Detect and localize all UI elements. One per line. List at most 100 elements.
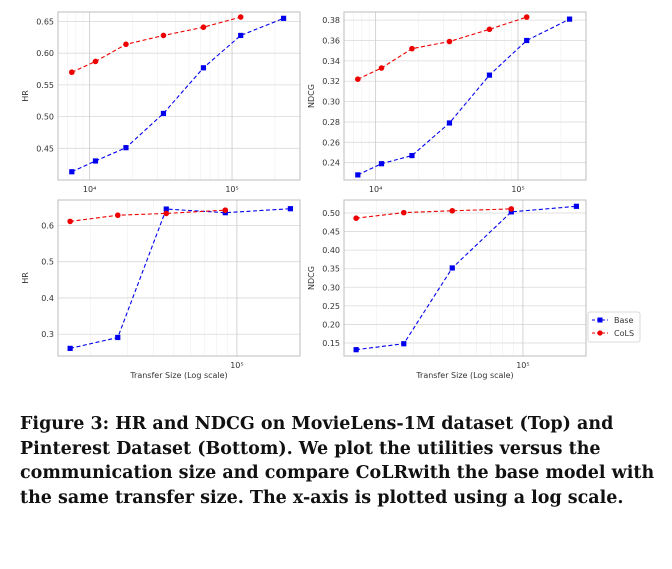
- data-point-base: [573, 203, 580, 209]
- chart-panel-3: 0.3 0.4 0.5 0.6 10⁵ HR Transfer Size (Log scal…: [21, 199, 301, 380]
- data-point-base: [123, 145, 129, 151]
- y-axis-label: NDCG: [307, 84, 316, 108]
- legend-marker-cols: [597, 330, 603, 336]
- data-point-cols: [237, 14, 244, 20]
- data-point-base: [409, 152, 415, 159]
- y-tick-label: 0.25: [322, 302, 340, 311]
- data-point-cols: [449, 207, 456, 214]
- legend: Base CoLS: [587, 311, 641, 343]
- y-tick-label: 0.30: [322, 283, 340, 292]
- data-point-base: [67, 345, 73, 351]
- data-point-cols: [486, 26, 493, 33]
- data-point-base: [524, 37, 530, 44]
- y-tick-label: 0.24: [322, 159, 340, 168]
- data-point-base: [378, 161, 385, 167]
- chart-panel-1: 0.45 0.50 0.55 0.60 0.65 10⁴ 10⁵ HR: [21, 11, 301, 194]
- y-tick-label: 0.15: [322, 339, 340, 348]
- chart-panel-4: 0.15 0.20 0.25 0.30 0.35 0.40 0.45 0.50 10⁵ NDCG T…: [307, 199, 587, 380]
- y-tick-label: 0.50: [36, 113, 54, 122]
- data-point-cols: [378, 65, 385, 71]
- data-point-base: [115, 334, 121, 341]
- data-point-cols: [400, 209, 407, 216]
- y-tick-label: 0.28: [322, 118, 340, 127]
- y-tick-label: 0.34: [322, 57, 340, 66]
- y-axis-label: HR: [21, 90, 30, 102]
- data-point-base: [353, 347, 359, 353]
- y-tick-label: 0.65: [36, 18, 54, 27]
- y-tick-label: 0.3: [41, 330, 54, 339]
- data-point-cols: [353, 215, 359, 221]
- figure-panels: 0.45 0.50 0.55 0.60 0.65 10⁴ 10⁵ HR 0.24 0.26 0.28…: [21, 11, 641, 380]
- x-tick-label: 10⁵: [516, 361, 529, 370]
- plot-frame: [343, 199, 587, 357]
- series-line-base: [70, 208, 291, 349]
- data-point-base: [287, 206, 294, 212]
- data-point-cols: [163, 210, 170, 217]
- y-tick-label: 0.45: [322, 228, 340, 237]
- data-point-cols: [446, 38, 453, 45]
- data-point-cols: [160, 32, 167, 39]
- data-point-cols: [200, 24, 207, 31]
- y-tick-label: 0.4: [41, 294, 54, 303]
- plot-frame: [57, 199, 301, 357]
- y-tick-label: 0.55: [36, 81, 54, 90]
- data-point-base: [280, 15, 287, 21]
- y-axis-label: NDCG: [307, 266, 316, 290]
- legend-marker-base: [597, 317, 603, 323]
- data-point-base: [401, 341, 407, 347]
- figure-caption: Figure 3: HR and NDCG on MovieLens-1M da…: [20, 414, 655, 508]
- data-point-base: [355, 172, 361, 178]
- data-point-cols: [355, 76, 361, 82]
- data-point-cols: [508, 206, 515, 212]
- series-line-cols: [356, 208, 512, 219]
- data-point-cols: [69, 69, 75, 76]
- data-point-cols: [409, 45, 415, 52]
- x-tick-label: 10⁴: [83, 185, 96, 194]
- series-line-cols: [357, 16, 527, 80]
- series-line-base: [356, 205, 577, 351]
- y-tick-label: 0.45: [36, 144, 54, 153]
- y-axis-label: HR: [21, 272, 30, 284]
- data-point-base: [486, 72, 493, 78]
- series-line-base: [71, 17, 284, 173]
- legend-label-cols: CoLS: [614, 329, 634, 338]
- chart-panel-2: 0.24 0.26 0.28 0.30 0.32 0.34 0.36 0.38 10⁴ 10⁵ ND…: [307, 11, 587, 194]
- y-tick-label: 0.6: [41, 221, 54, 230]
- x-tick-label: 10⁵: [225, 185, 238, 194]
- y-tick-label: 0.35: [322, 265, 340, 274]
- legend-label-base: Base: [614, 316, 634, 325]
- data-point-base: [163, 206, 169, 212]
- data-point-cols: [67, 218, 73, 225]
- y-tick-label: 0.60: [36, 49, 54, 58]
- y-tick-label: 0.36: [322, 37, 340, 46]
- data-point-base: [449, 265, 455, 271]
- data-point-cols: [123, 41, 129, 48]
- data-point-base: [200, 65, 207, 71]
- data-point-base: [92, 158, 99, 164]
- series-line-base: [357, 18, 570, 176]
- data-point-cols: [222, 207, 229, 213]
- series-line-cols: [71, 16, 241, 73]
- y-tick-label: 0.32: [322, 77, 340, 86]
- data-point-base: [566, 16, 573, 22]
- y-tick-label: 0.20: [322, 320, 340, 329]
- data-point-cols: [92, 58, 99, 65]
- data-point-cols: [114, 212, 121, 219]
- data-point-base: [160, 110, 167, 117]
- y-tick-label: 0.30: [322, 98, 340, 107]
- plot-frame: [343, 11, 587, 181]
- y-tick-label: 0.26: [322, 138, 340, 147]
- x-axis-label: Transfer Size (Log scale): [129, 371, 227, 380]
- x-tick-label: 10⁵: [511, 185, 524, 194]
- data-point-base: [238, 32, 244, 39]
- x-tick-label: 10⁵: [230, 361, 243, 370]
- x-tick-label: 10⁴: [369, 185, 382, 194]
- data-point-cols: [523, 14, 530, 20]
- y-tick-label: 0.38: [322, 16, 340, 25]
- y-tick-label: 0.40: [322, 246, 340, 255]
- data-point-base: [508, 209, 514, 215]
- y-tick-label: 0.50: [322, 209, 340, 218]
- data-point-base: [446, 120, 453, 126]
- data-point-base: [69, 169, 75, 175]
- plot-frame: [57, 11, 301, 181]
